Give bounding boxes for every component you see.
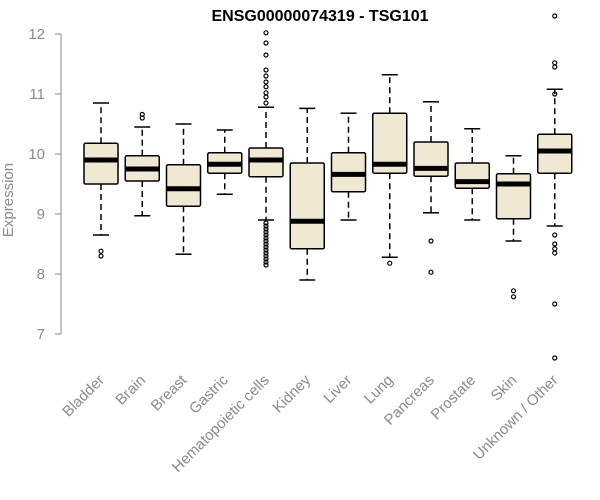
x-category-label: Prostate <box>428 372 480 424</box>
outlier-point <box>552 241 558 247</box>
outlier-point <box>428 269 434 275</box>
y-axis: 7 8 9 10 11 12 <box>28 26 62 343</box>
outlier-point <box>552 246 558 252</box>
outlier-point <box>552 60 558 66</box>
outlier-point <box>263 232 269 238</box>
box-9 <box>454 128 490 221</box>
chart-title: ENSG00000074319 - TSG101 <box>211 8 429 25</box>
outlier-point <box>263 94 269 100</box>
y-tick-label: 11 <box>29 86 45 103</box>
outlier-point <box>510 294 517 300</box>
outlier-point <box>263 40 269 46</box>
outlier-point <box>263 67 269 73</box>
box-0 <box>83 102 119 259</box>
outlier-point <box>552 355 558 361</box>
iqr-box <box>165 164 202 207</box>
x-category-label: Liver <box>320 372 355 407</box>
outlier-point <box>263 244 269 250</box>
outlier-point <box>263 100 269 106</box>
box-5 <box>289 107 325 281</box>
box-1 <box>124 111 160 217</box>
outlier-point <box>428 238 434 244</box>
outlier-point <box>387 260 393 266</box>
y-tick-label: 7 <box>37 326 45 343</box>
x-category-label: Bladder <box>59 372 108 421</box>
outlier-point <box>263 253 269 259</box>
outlier-point <box>263 229 269 235</box>
outlier-point <box>263 262 269 268</box>
box-3 <box>207 129 243 195</box>
outlier-point <box>263 226 269 232</box>
outlier-point <box>263 223 269 229</box>
outlier-point <box>263 52 269 58</box>
outlier-point <box>263 220 269 226</box>
box-7 <box>372 74 408 266</box>
x-category-label: Brain <box>112 372 149 409</box>
outlier-point <box>552 301 558 307</box>
box-2 <box>165 123 202 255</box>
iqr-box <box>83 142 119 185</box>
y-axis-title: Expression <box>0 163 17 237</box>
box-6 <box>330 112 367 221</box>
iqr-box <box>372 112 408 174</box>
outlier-point <box>98 248 104 254</box>
outlier-point <box>263 241 269 247</box>
outlier-point <box>552 91 558 97</box>
x-category-label: Breast <box>148 371 191 414</box>
outlier-point <box>263 256 269 262</box>
iqr-box <box>495 173 532 220</box>
box-8 <box>413 101 449 275</box>
iqr-box <box>289 162 325 250</box>
outlier-point <box>98 253 104 259</box>
outlier-point <box>552 232 558 238</box>
outlier-point <box>263 84 269 90</box>
x-category-label: Kidney <box>270 371 315 416</box>
y-tick-label: 10 <box>28 146 45 163</box>
outlier-point <box>263 79 269 85</box>
outlier-point <box>263 235 269 241</box>
outlier-point <box>552 13 558 19</box>
outlier-point <box>510 288 517 294</box>
x-category-label: Skin <box>488 372 521 405</box>
outlier-point <box>263 259 269 265</box>
box-4 <box>248 30 284 268</box>
outlier-point <box>139 111 145 118</box>
x-category-label: Lung <box>361 372 397 408</box>
outlier-point <box>552 64 558 70</box>
iqr-box <box>454 162 490 189</box>
boxes-group <box>83 13 573 361</box>
iqr-box <box>413 141 449 177</box>
outlier-point <box>263 90 269 96</box>
outlier-point <box>552 250 558 256</box>
outlier-point <box>263 250 269 256</box>
outlier-point <box>263 238 269 244</box>
box-11 <box>537 13 573 361</box>
y-tick-label: 9 <box>37 206 45 223</box>
box-10 <box>495 155 532 300</box>
iqr-box <box>537 133 573 174</box>
outlier-point <box>263 73 269 79</box>
y-tick-label: 8 <box>37 266 45 283</box>
outlier-point <box>263 247 269 253</box>
outlier-point <box>263 30 269 36</box>
y-tick-label: 12 <box>28 26 45 43</box>
